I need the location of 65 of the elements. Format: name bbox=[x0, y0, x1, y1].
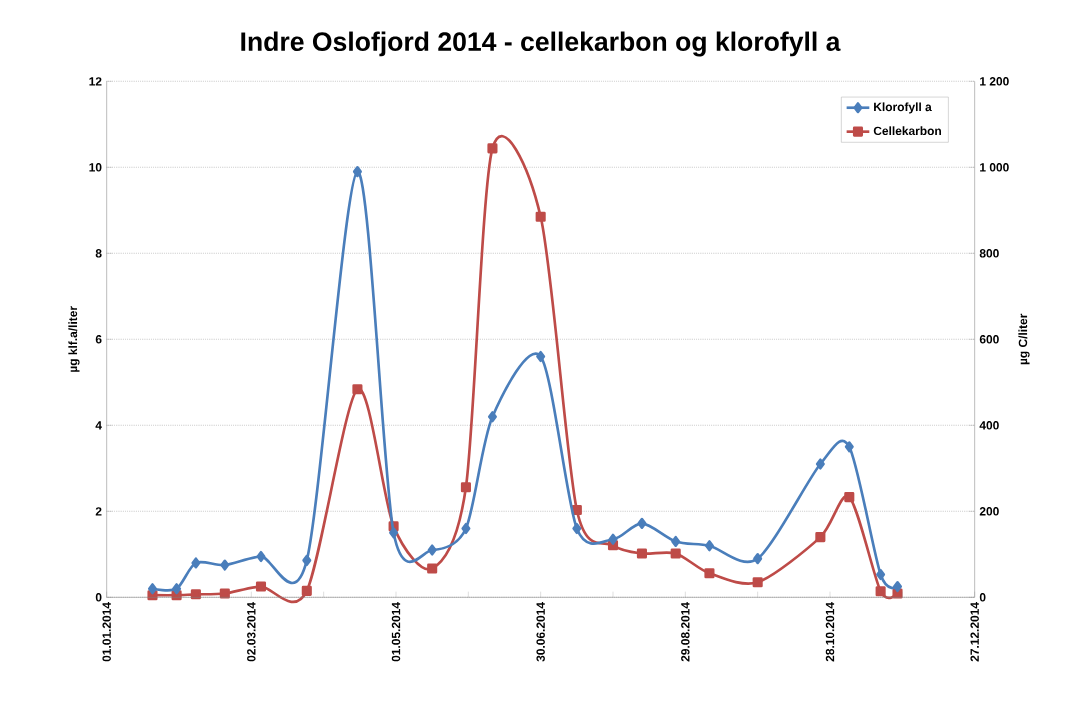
point bbox=[487, 143, 498, 154]
point bbox=[671, 536, 681, 548]
point bbox=[670, 548, 681, 559]
y-tick-label: 10 bbox=[89, 163, 102, 172]
point bbox=[147, 583, 157, 595]
x-tick-label: 28.10.2014 bbox=[825, 602, 835, 662]
chart-title: Indre Oslofjord 2014 - cellekarbon og klorofyll a bbox=[241, 31, 841, 57]
y-tick-label: 2 bbox=[95, 507, 102, 516]
y2-axis-title: µg C/liter bbox=[1018, 313, 1030, 365]
point bbox=[844, 492, 855, 503]
legend-label: Cellekarbon bbox=[873, 126, 941, 136]
point bbox=[875, 586, 886, 597]
point bbox=[487, 411, 497, 423]
point bbox=[427, 563, 438, 574]
y-tick-label: 12 bbox=[89, 77, 102, 86]
point bbox=[608, 533, 618, 546]
point bbox=[815, 532, 826, 543]
point bbox=[876, 569, 886, 581]
x-tick-label: 29.08.2014 bbox=[681, 602, 690, 662]
y-tick-label: 0 bbox=[95, 593, 102, 602]
y2-tick-label: 800 bbox=[979, 249, 999, 258]
y2-tick-label: 0 bbox=[979, 593, 986, 602]
x-tick-label: 30.06.2014 bbox=[536, 602, 545, 662]
y-tick-label: 6 bbox=[95, 335, 102, 344]
y2-tick-label: 1 200 bbox=[980, 77, 1009, 86]
point bbox=[191, 557, 201, 569]
point bbox=[571, 505, 582, 516]
point bbox=[220, 559, 230, 571]
point bbox=[172, 583, 182, 595]
x-tick-label: 01.05.2014 bbox=[391, 602, 401, 662]
point bbox=[752, 577, 763, 588]
point bbox=[427, 544, 437, 556]
point bbox=[389, 527, 399, 539]
point bbox=[352, 166, 362, 178]
y-axis-title: µg klf.a/liter bbox=[68, 306, 80, 373]
y-tick-label: 4 bbox=[95, 421, 102, 430]
point bbox=[536, 351, 546, 363]
point bbox=[219, 588, 230, 599]
point bbox=[190, 589, 201, 600]
point bbox=[893, 581, 903, 593]
point bbox=[704, 540, 714, 552]
point bbox=[535, 211, 546, 222]
x-tick-label: 01.01.2014 bbox=[102, 602, 111, 662]
point bbox=[636, 548, 647, 559]
point bbox=[637, 517, 647, 530]
y2-tick-label: 400 bbox=[979, 421, 999, 430]
y-tick-label: 8 bbox=[95, 249, 102, 258]
y2-tick-label: 600 bbox=[979, 335, 999, 344]
point bbox=[572, 523, 582, 535]
legend-label: Klorofyll a bbox=[874, 102, 932, 114]
point bbox=[352, 384, 363, 395]
point bbox=[301, 585, 312, 597]
point bbox=[815, 458, 825, 470]
point bbox=[460, 482, 471, 493]
point bbox=[844, 441, 854, 453]
point bbox=[255, 581, 267, 592]
point bbox=[461, 523, 471, 535]
y2-tick-label: 1 000 bbox=[980, 163, 1009, 172]
point bbox=[302, 554, 312, 567]
y2-tick-label: 200 bbox=[979, 507, 999, 516]
x-tick-label: 27.12.2014 bbox=[970, 602, 979, 662]
point bbox=[704, 568, 715, 579]
point bbox=[256, 551, 266, 563]
point bbox=[753, 553, 763, 565]
x-tick-label: 02.03.2014 bbox=[247, 602, 256, 662]
